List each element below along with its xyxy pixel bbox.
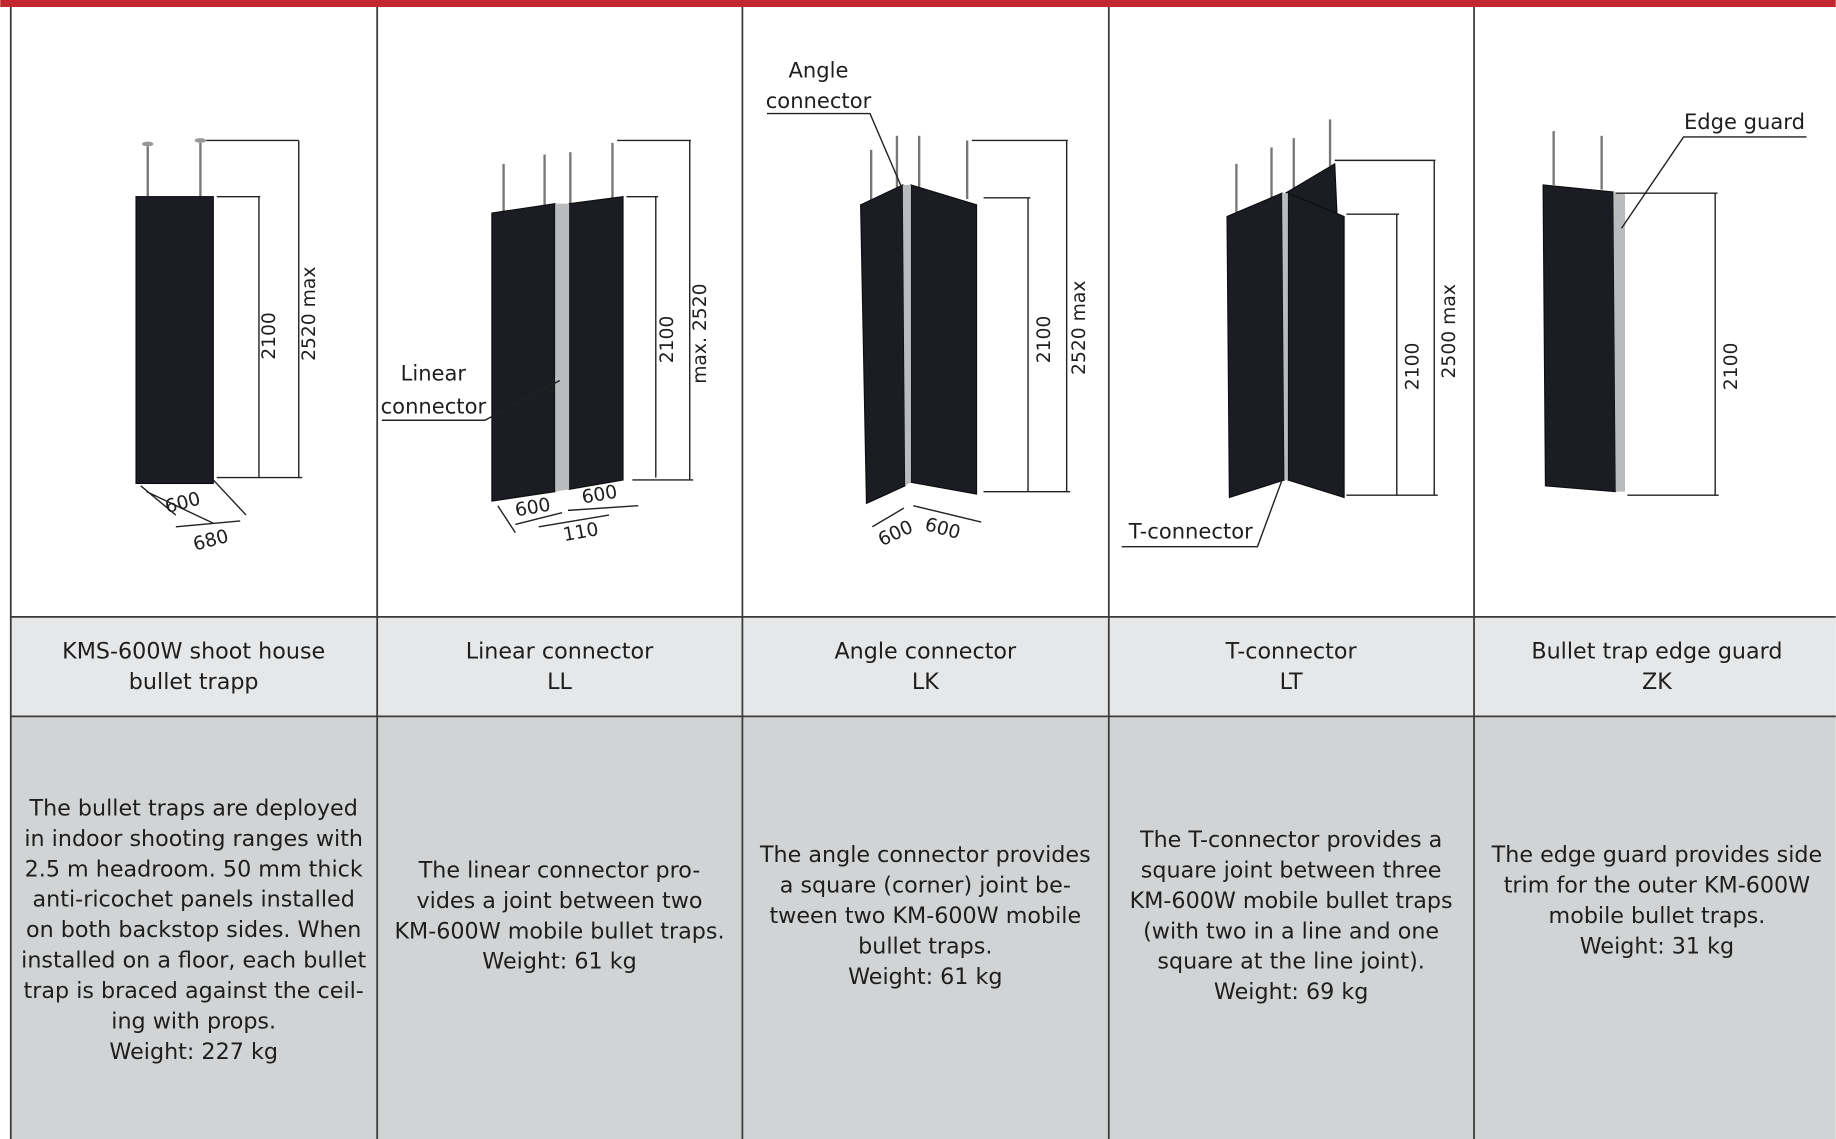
panel bbox=[1226, 192, 1285, 499]
description-line: The edge guard provides side bbox=[1491, 842, 1823, 868]
description-line: trim for the outer KM-600W bbox=[1504, 873, 1810, 899]
callout: connector bbox=[381, 393, 487, 418]
description-line: bullet traps. bbox=[858, 934, 992, 960]
description-line: vides a joint between two bbox=[416, 888, 702, 914]
description-row bbox=[10, 716, 1836, 1139]
description-line: in indoor shooting ranges with bbox=[24, 826, 363, 852]
dimension-label: 2100 bbox=[1721, 343, 1742, 391]
product-name: LT bbox=[1280, 669, 1303, 695]
description-line: The linear connector pro- bbox=[418, 857, 701, 883]
name-row bbox=[10, 616, 1836, 717]
description-line: Weight: 61 kg bbox=[482, 949, 636, 975]
description-line: Weight: 227 kg bbox=[109, 1039, 278, 1065]
description-line: on both backstop sides. When bbox=[26, 917, 361, 943]
prop-cap bbox=[141, 141, 154, 147]
description-line: tween two KM-600W mobile bbox=[769, 903, 1081, 929]
panel bbox=[491, 203, 556, 502]
dimension-label: 600 bbox=[580, 482, 619, 509]
description-line: ing with props. bbox=[111, 1008, 276, 1034]
dimension-label: 2100 bbox=[1403, 343, 1424, 391]
callout: connector bbox=[766, 88, 872, 113]
dimension-line bbox=[206, 139, 303, 479]
callout-leader bbox=[1620, 136, 1807, 229]
dimension-label: 600 bbox=[163, 489, 203, 519]
callout: Angle bbox=[789, 57, 849, 82]
dimension-label: 2100 bbox=[1034, 316, 1055, 364]
description-line: installed on a floor, each bullet bbox=[21, 948, 366, 974]
description-line: The angle connector provides bbox=[759, 842, 1091, 868]
dimension-label: 110 bbox=[561, 519, 600, 546]
description-line: KM-600W mobile bullet traps bbox=[1130, 888, 1453, 914]
dimension-line bbox=[1615, 192, 1719, 496]
description-line: Weight: 31 kg bbox=[1580, 934, 1734, 960]
callout-leader bbox=[766, 112, 903, 188]
product-name: bullet trapp bbox=[129, 669, 259, 695]
dimension-label: 2520 max bbox=[299, 267, 320, 361]
dimension-line bbox=[971, 139, 1071, 493]
description-line: a square (corner) joint be- bbox=[780, 873, 1071, 899]
dimension-line bbox=[617, 139, 694, 481]
dimension-line bbox=[1334, 159, 1438, 496]
product-name: LK bbox=[912, 669, 940, 695]
product-name: LL bbox=[547, 669, 572, 695]
dimension-label: 600 bbox=[513, 495, 552, 522]
callout: T-connector bbox=[1128, 519, 1253, 544]
description-line: trap is braced against the ceil- bbox=[24, 978, 364, 1004]
edge-guard-drawing: 2100 Edge guard bbox=[1542, 109, 1807, 496]
description-line: The T-connector provides a bbox=[1139, 827, 1442, 853]
description-line: square at the line joint). bbox=[1157, 949, 1425, 975]
dimension-line bbox=[871, 505, 982, 528]
dimension-label: 2520 max bbox=[1069, 281, 1090, 375]
bullet-trap-drawing: 2100 2520 max 600 680 bbox=[135, 138, 320, 556]
dimension-label: 2500 max bbox=[1439, 284, 1460, 378]
dimension-label: 2100 bbox=[657, 316, 678, 364]
linear-connector-drawing: 2100 max. 2520 600 600 110 Linear connec… bbox=[381, 139, 711, 546]
product-name: Angle connector bbox=[834, 639, 1017, 665]
description-line: The bullet traps are deployed bbox=[29, 795, 358, 821]
prop-cap bbox=[194, 138, 207, 143]
panel bbox=[568, 195, 624, 491]
product-name: Linear connector bbox=[466, 639, 654, 665]
dimension-line bbox=[497, 505, 639, 534]
callout-leader bbox=[1121, 479, 1283, 548]
dimension-label: 680 bbox=[191, 526, 231, 556]
top-bar bbox=[0, 0, 1836, 8]
product-name: ZK bbox=[1642, 669, 1673, 695]
description-line: square joint between three bbox=[1141, 857, 1442, 883]
connector-strip bbox=[902, 184, 911, 486]
dimension-label: max. 2520 bbox=[690, 283, 711, 383]
dimension-line bbox=[140, 479, 247, 528]
product-name: Bullet trap edge guard bbox=[1531, 639, 1782, 665]
connector-strip bbox=[1282, 193, 1288, 480]
description-line: Weight: 61 kg bbox=[848, 964, 1002, 990]
description-line: Weight: 69 kg bbox=[1214, 979, 1368, 1005]
angle-connector-drawing: 2100 2520 max 600 600 Angle connector bbox=[766, 57, 1090, 550]
dimension-label: 2100 bbox=[259, 312, 280, 360]
edge-guard-strip bbox=[1613, 191, 1626, 492]
panel bbox=[1287, 192, 1345, 499]
panel bbox=[910, 184, 978, 495]
description-line: 2.5 m headroom. 50 mm thick bbox=[25, 856, 363, 882]
description-line: mobile bullet traps. bbox=[1549, 903, 1766, 929]
description-line: (with two in a line and one bbox=[1143, 918, 1439, 944]
product-name: T-connector bbox=[1225, 639, 1358, 665]
callout: Edge guard bbox=[1684, 109, 1805, 134]
callout: Linear bbox=[401, 361, 467, 386]
table-grid bbox=[9, 7, 1836, 1139]
description-line: anti-ricochet panels installed bbox=[33, 887, 355, 913]
connector-strip bbox=[555, 203, 570, 492]
panel bbox=[1542, 184, 1617, 493]
t-connector-drawing: 2100 2500 max T-connector bbox=[1121, 119, 1460, 548]
panel bbox=[135, 196, 214, 485]
callout-leader bbox=[381, 379, 561, 421]
product-name: KMS-600W shoot house bbox=[62, 639, 325, 665]
dimension-label: 600 bbox=[923, 514, 963, 544]
description-line: KM-600W mobile bullet traps. bbox=[394, 918, 724, 944]
panel bbox=[860, 184, 906, 505]
